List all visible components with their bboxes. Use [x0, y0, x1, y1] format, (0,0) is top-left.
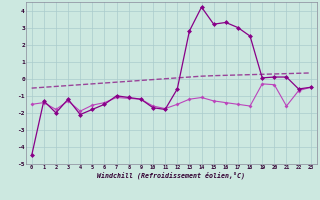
X-axis label: Windchill (Refroidissement éolien,°C): Windchill (Refroidissement éolien,°C)	[97, 171, 245, 179]
